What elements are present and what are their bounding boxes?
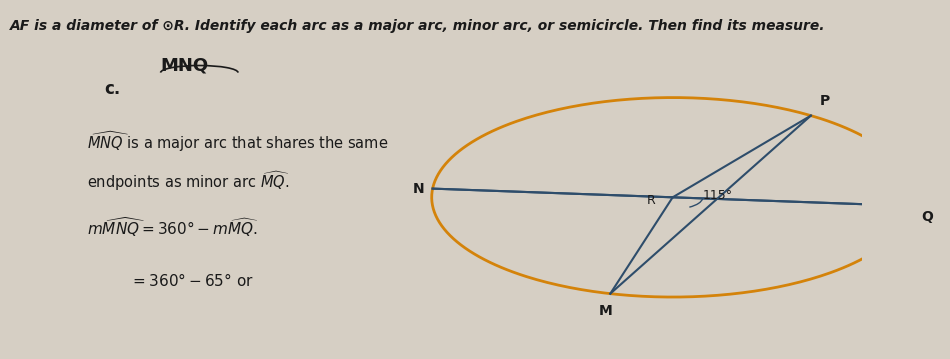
Text: 115°: 115° bbox=[703, 189, 732, 202]
Text: Q: Q bbox=[922, 210, 933, 224]
Text: R: R bbox=[647, 194, 656, 208]
Text: endpoints as minor arc $\widehat{MQ}$.: endpoints as minor arc $\widehat{MQ}$. bbox=[87, 169, 290, 192]
Text: c.: c. bbox=[104, 80, 121, 98]
Text: M: M bbox=[599, 304, 613, 318]
Text: AF is a diameter of ⊙R. Identify each arc as a major arc, minor arc, or semicirc: AF is a diameter of ⊙R. Identify each ar… bbox=[10, 19, 826, 33]
Text: P: P bbox=[820, 94, 829, 108]
Text: $= 360° - 65°$ or: $= 360° - 65°$ or bbox=[130, 272, 255, 289]
Text: $\widehat{MNQ}$ is a major arc that shares the same: $\widehat{MNQ}$ is a major arc that shar… bbox=[87, 130, 389, 154]
Text: $m\widehat{MNQ} = 360° - m\widehat{MQ}.$: $m\widehat{MNQ} = 360° - m\widehat{MQ}.$ bbox=[87, 215, 258, 239]
Text: N: N bbox=[412, 182, 424, 196]
Text: MNQ: MNQ bbox=[161, 56, 209, 74]
